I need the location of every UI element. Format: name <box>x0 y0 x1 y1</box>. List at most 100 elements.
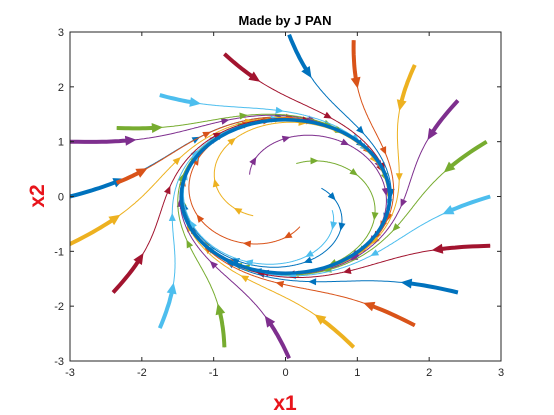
trajectory-arrowhead <box>186 239 194 249</box>
trajectory-arrowhead <box>308 278 317 286</box>
trajectory-arrowhead <box>349 168 358 176</box>
trajectory-arrowhead <box>431 243 444 254</box>
trajectory-arrow-shaft <box>223 52 256 80</box>
trajectory-arrowhead <box>305 250 314 257</box>
trajectory-arrow-shaft <box>111 257 142 294</box>
trajectory-arrowhead <box>379 146 387 155</box>
trajectory-arrow-shaft <box>217 309 227 348</box>
trajectory-arrowhead <box>283 231 293 239</box>
trajectory-arrow-shaft <box>287 33 310 74</box>
x-tick-label: -1 <box>209 367 219 379</box>
trajectory-arrowhead <box>275 280 285 288</box>
trajectory-arrowhead <box>190 149 199 159</box>
trajectory-arrow-shaft <box>447 194 491 214</box>
trajectory-arrow-shaft <box>116 125 157 131</box>
trajectory-arrowhead <box>248 71 261 82</box>
trajectory-arrowhead <box>124 135 137 146</box>
trajectory-arrowhead <box>314 314 327 325</box>
trajectory-arrow-shaft <box>407 281 459 295</box>
y-tick-label: 3 <box>58 27 64 39</box>
trajectory-arrowhead <box>249 156 257 166</box>
trajectory-arrow-shaft <box>70 179 120 199</box>
trajectory-arrowhead <box>172 157 181 166</box>
trajectory-arrow-shaft <box>159 93 195 105</box>
trajectory-arrowhead <box>168 212 176 221</box>
trajectory-arrowhead <box>242 240 252 248</box>
trajectory-arrowhead <box>340 138 350 146</box>
trajectory-arrowhead <box>108 214 121 226</box>
trajectory-arrow-shaft <box>266 319 291 360</box>
trajectory-arrowhead <box>400 278 413 289</box>
trajectory-arrowhead <box>395 173 403 182</box>
trajectory-arrowhead <box>202 131 211 139</box>
trajectory-arrowhead <box>327 192 336 201</box>
trajectory-arrowhead <box>239 112 248 120</box>
trajectory-arrowhead <box>135 168 148 178</box>
y-tick-label: 0 <box>58 192 64 204</box>
y-tick-label: 1 <box>58 137 64 149</box>
trajectory-arrowhead <box>264 315 276 328</box>
trajectory-arrow-shaft <box>157 288 175 329</box>
trajectory-arrowhead <box>166 282 177 295</box>
trajectory-arrow-shaft <box>447 140 488 170</box>
trajectory-arrowhead <box>323 111 333 119</box>
trajectory-arrowhead <box>310 157 319 165</box>
trajectory-arrowhead <box>400 198 407 208</box>
y-tick-label: -3 <box>54 356 64 368</box>
trajectory-arrowhead <box>350 76 361 89</box>
y-axis-label: x2 <box>26 184 49 207</box>
trajectory-arrowhead <box>342 267 352 274</box>
trajectory-arrowhead <box>303 256 313 264</box>
trajectory-arrowhead <box>233 207 243 215</box>
trajectory-arrowhead <box>220 117 230 125</box>
plot-area <box>70 33 491 360</box>
limit-cycle-layer <box>179 117 392 276</box>
trajectory-arrowhead <box>356 125 365 135</box>
x-tick-label: 0 <box>282 367 288 379</box>
trajectory-arrowhead <box>215 303 226 316</box>
x-axis-label: x1 <box>273 392 297 415</box>
trajectory-arrow-shaft <box>398 64 417 106</box>
trajectory-arrowhead <box>371 212 379 221</box>
trajectory-arrowhead <box>240 275 250 283</box>
trajectory-arrowhead <box>281 135 291 143</box>
trajectory-arrow-shaft <box>437 243 491 252</box>
axes: -3 -2 -1 0 1 2 3 -3 -2 -1 0 1 2 3 <box>54 27 504 379</box>
trajectory-arrowhead <box>196 214 205 223</box>
trajectory-arrowhead <box>209 260 218 269</box>
trajectory-arrowhead <box>164 185 171 195</box>
y-tick-label: 2 <box>58 82 64 94</box>
chart-title: Made by J PAN <box>239 13 332 28</box>
trajectory-arrow-shaft <box>351 40 359 83</box>
trajectory-arrowhead <box>427 128 438 140</box>
trajectory-arrow-shaft <box>70 138 130 144</box>
trajectory-arrowhead <box>244 259 254 267</box>
x-tick-label: -3 <box>65 367 75 379</box>
trajectory-arrow-shaft <box>70 216 117 247</box>
trajectory-arrowhead <box>330 221 338 230</box>
trajectory-arrowhead <box>212 178 220 188</box>
trajectory-arrowhead <box>227 137 236 146</box>
x-tick-label: -2 <box>137 367 147 379</box>
trajectory-arrow-shaft <box>429 99 460 136</box>
y-tick-label: -1 <box>54 246 64 258</box>
trajectory-arrowhead <box>133 253 144 265</box>
x-tick-label: 1 <box>354 367 360 379</box>
trajectory-arrowhead <box>151 123 163 133</box>
trajectory-arrowhead <box>371 235 380 244</box>
trajectory-arrow-shaft <box>368 303 416 328</box>
x-tick-label: 3 <box>498 367 504 379</box>
trajectory-arrowhead <box>301 66 312 78</box>
trajectory-arrow-shaft <box>318 316 356 349</box>
trajectory-arrowhead <box>381 187 389 197</box>
trajectory-arrowhead <box>442 205 455 215</box>
trajectory-arrowhead <box>189 97 201 107</box>
trajectory-arrowhead <box>396 99 407 111</box>
x-tick-label: 2 <box>426 367 432 379</box>
trajectory-arrowhead <box>338 222 346 231</box>
trajectory-arrowhead <box>275 106 284 114</box>
limit-cycle <box>179 117 392 276</box>
trajectory-arrowhead <box>212 132 222 140</box>
